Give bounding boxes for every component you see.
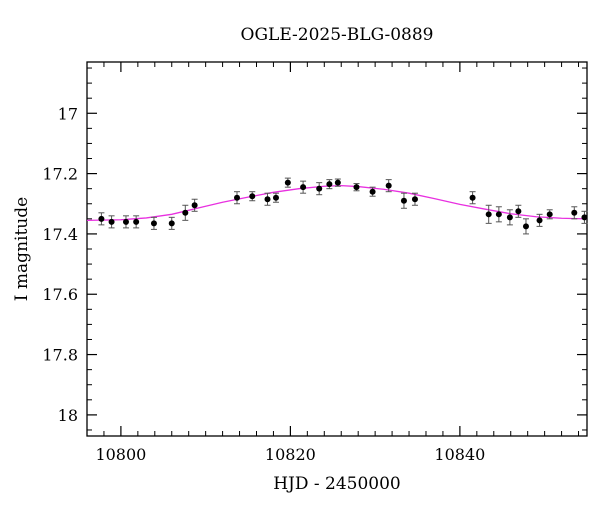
- point-marker: [150, 220, 157, 227]
- y-tick-label: 17: [58, 104, 78, 123]
- data-point: [411, 192, 418, 206]
- x-tick-label: 10840: [434, 445, 485, 464]
- point-marker: [581, 214, 588, 221]
- point-marker: [133, 218, 140, 225]
- data-point: [495, 206, 502, 223]
- x-tick-label: 10800: [95, 445, 146, 464]
- point-marker: [469, 194, 476, 201]
- point-marker: [284, 179, 291, 186]
- data-point: [571, 206, 578, 220]
- point-marker: [191, 202, 198, 209]
- point-marker: [385, 182, 392, 189]
- point-marker: [316, 185, 323, 192]
- point-marker: [108, 218, 115, 225]
- data-point: [300, 180, 307, 194]
- y-tick-label: 17.8: [42, 346, 78, 365]
- data-point: [191, 198, 198, 212]
- data-point: [334, 178, 341, 187]
- data-point: [369, 186, 376, 197]
- chart-title: OGLE-2025-BLG-0889: [241, 25, 434, 45]
- y-axis-label: I magnitude: [12, 197, 32, 301]
- point-marker: [264, 196, 271, 203]
- data-point: [353, 183, 360, 192]
- point-marker: [485, 211, 492, 218]
- point-marker: [182, 209, 189, 216]
- data-point: [182, 204, 189, 221]
- point-marker: [249, 193, 256, 200]
- data-point: [122, 215, 129, 229]
- data-point: [385, 179, 392, 193]
- point-marker: [506, 214, 513, 221]
- data-point: [316, 182, 323, 196]
- point-marker: [369, 188, 376, 195]
- point-marker: [168, 220, 175, 227]
- data-point: [249, 191, 256, 202]
- data-point: [264, 192, 271, 206]
- data-point: [515, 204, 522, 218]
- point-marker: [411, 196, 418, 203]
- x-tick-label: 10820: [265, 445, 316, 464]
- model-curve: [86, 185, 588, 221]
- data-point: [546, 209, 553, 220]
- point-marker: [334, 179, 341, 186]
- point-marker: [98, 215, 105, 222]
- data-point: [536, 213, 543, 227]
- data-point: [108, 215, 115, 229]
- point-marker: [536, 217, 543, 224]
- data-point: [506, 209, 513, 226]
- data-point: [485, 204, 492, 224]
- data-point: [150, 216, 157, 230]
- point-marker: [122, 218, 129, 225]
- point-marker: [326, 181, 333, 188]
- point-marker: [353, 184, 360, 191]
- data-point: [581, 210, 588, 224]
- y-tick-label: 17.4: [42, 225, 78, 244]
- point-marker: [495, 211, 502, 218]
- point-marker: [522, 223, 529, 230]
- data-points-layer: [98, 177, 588, 235]
- point-marker: [515, 208, 522, 215]
- axis-ticks: 10800 10820 10840 17 17.2 17.4 17.6 17.8 18: [42, 62, 587, 464]
- data-point: [133, 215, 140, 229]
- data-point: [98, 212, 105, 226]
- point-marker: [300, 184, 307, 191]
- data-point: [522, 218, 529, 235]
- model-curve-layer: [86, 185, 588, 221]
- point-marker: [546, 211, 553, 218]
- data-point: [469, 191, 476, 205]
- data-point: [234, 191, 240, 205]
- plot-frame: [86, 61, 588, 437]
- data-point: [326, 179, 333, 190]
- x-axis-label: HJD - 2450000: [273, 474, 401, 494]
- y-tick-label: 17.2: [42, 165, 78, 184]
- y-tick-label: 17.6: [42, 285, 78, 304]
- y-tick-label: 18: [58, 406, 78, 425]
- data-point: [400, 192, 407, 209]
- point-marker: [400, 197, 407, 204]
- point-marker: [272, 194, 279, 201]
- point-marker: [234, 194, 240, 201]
- data-point: [168, 216, 175, 230]
- data-point: [272, 192, 279, 203]
- data-point: [284, 177, 291, 188]
- point-marker: [571, 209, 578, 216]
